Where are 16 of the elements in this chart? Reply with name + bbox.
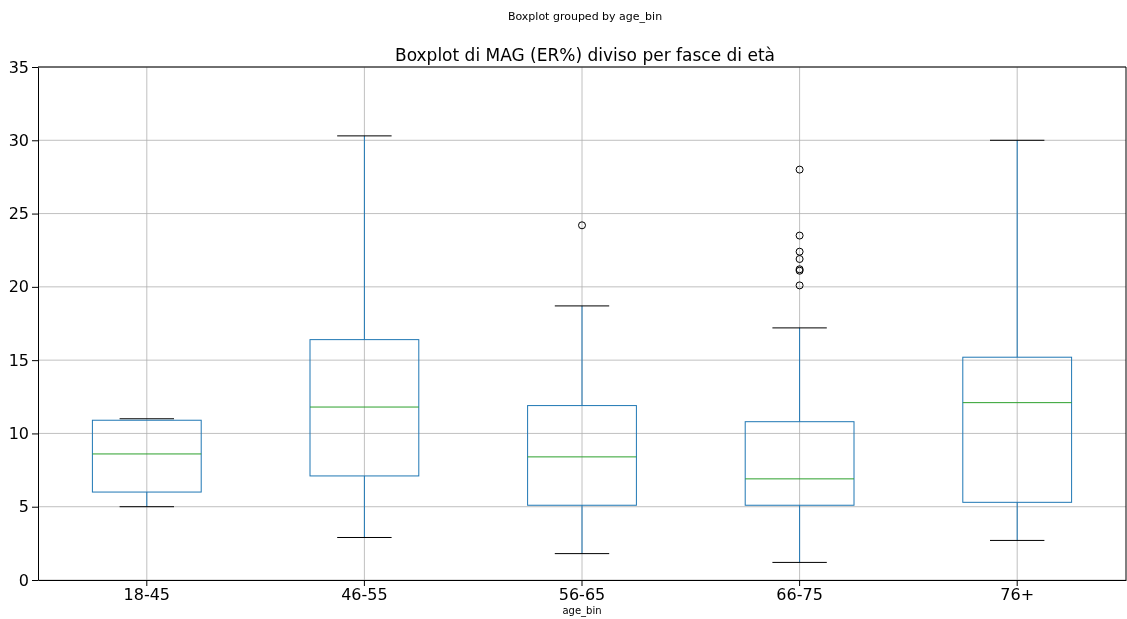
x-axis-title: age_bin (562, 605, 602, 617)
y-tick-label: 5 (18, 497, 29, 517)
x-tick-label: 18-45 (123, 585, 171, 605)
y-tick-label: 35 (8, 57, 29, 77)
y-tick-label: 10 (8, 424, 29, 444)
y-tick-label: 15 (8, 350, 29, 370)
x-tick-label: 46-55 (341, 585, 388, 605)
chart-title: Boxplot grouped by age_bin (507, 10, 663, 23)
y-tick-label: 0 (18, 570, 29, 590)
y-tick-label: 25 (8, 204, 29, 224)
x-tick-label: 56-65 (558, 585, 606, 605)
x-tick-label: 66-75 (776, 585, 823, 605)
x-tick-label: 76+ (1000, 585, 1035, 605)
y-tick-label: 30 (8, 130, 29, 150)
chart-subtitle: Boxplot di MAG (ER%) diviso per fasce di età (395, 45, 775, 65)
y-tick-label: 20 (8, 277, 29, 297)
